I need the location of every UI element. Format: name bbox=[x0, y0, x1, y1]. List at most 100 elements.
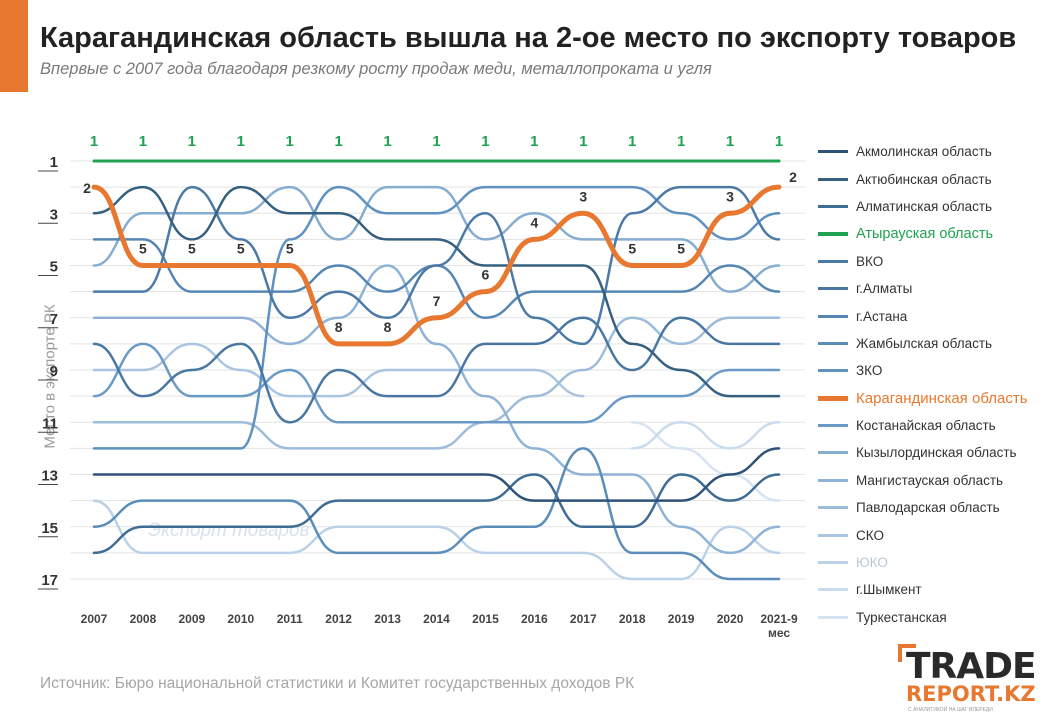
data-label: 4 bbox=[530, 214, 538, 230]
data-label: 1 bbox=[286, 133, 294, 150]
data-label: 5 bbox=[237, 241, 245, 257]
series-line bbox=[92, 185, 781, 293]
data-label: 5 bbox=[628, 241, 636, 257]
series-line bbox=[91, 184, 782, 347]
legend-item: ВКО bbox=[818, 248, 1040, 275]
legend-item: Туркестанская bbox=[818, 604, 1040, 631]
x-tick-label: 2014 bbox=[423, 612, 450, 626]
series-line bbox=[92, 473, 781, 555]
legend-label: Туркестанская bbox=[856, 609, 947, 625]
legend-item: ЗКО bbox=[818, 357, 1040, 384]
series-line bbox=[92, 342, 781, 424]
legend-swatch bbox=[818, 369, 848, 373]
logo-tagline: С АНАЛИТИКОЙ НА ШАГ ВПЕРЕДИ bbox=[908, 707, 993, 713]
legend-label: Атырауская область bbox=[856, 225, 994, 242]
legend-label: ВКО bbox=[856, 253, 884, 269]
series-line bbox=[92, 316, 781, 424]
legend-item: г.Алматы bbox=[818, 275, 1040, 302]
series-line bbox=[92, 185, 781, 346]
page-title: Карагандинская область вышла на 2-ое мес… bbox=[40, 22, 1017, 54]
data-label: 1 bbox=[237, 133, 245, 150]
watermark-text: Экспорт товаров bbox=[148, 520, 310, 541]
series-line bbox=[92, 316, 781, 450]
legend-swatch bbox=[818, 588, 848, 592]
data-label: 5 bbox=[139, 241, 147, 257]
data-label: 1 bbox=[383, 133, 391, 150]
x-tick-label: 2013 bbox=[374, 612, 401, 626]
data-label: 1 bbox=[628, 133, 636, 150]
y-tick-label: 3 bbox=[50, 206, 58, 223]
legend-label: Акмолинская область bbox=[856, 144, 992, 160]
legend-swatch bbox=[818, 615, 848, 619]
legend-label: Павлодарская область bbox=[856, 500, 1000, 516]
legend-label: Алматинская область bbox=[856, 198, 993, 214]
legend-swatch bbox=[818, 150, 848, 154]
x-tick-label: 2020 bbox=[717, 612, 744, 626]
data-label: 8 bbox=[335, 319, 343, 335]
y-tick-label: 5 bbox=[50, 259, 58, 276]
legend-swatch bbox=[818, 287, 848, 291]
legend-swatch bbox=[818, 314, 848, 318]
legend-label: Жамбылская область bbox=[856, 335, 993, 351]
legend-item: Акмолинская область bbox=[818, 138, 1040, 165]
legend-item: Павлодарская область bbox=[818, 494, 1040, 521]
data-label: 6 bbox=[482, 267, 490, 283]
chart-legend: Акмолинская область Актюбинская область Ал… bbox=[818, 138, 1040, 631]
page-subtitle: Впервые с 2007 года благодаря резкому ро… bbox=[40, 60, 712, 78]
legend-swatch bbox=[818, 341, 848, 345]
legend-swatch bbox=[818, 451, 848, 455]
legend-swatch bbox=[818, 395, 848, 401]
legend-item: Актюбинская область bbox=[818, 165, 1040, 192]
logo-word-trade: TRADE bbox=[906, 646, 1037, 687]
x-tick-label: 2008 bbox=[130, 612, 157, 626]
legend-label: г.Шымкент bbox=[856, 582, 922, 598]
legend-label: г.Астана bbox=[856, 308, 908, 324]
x-tick-label: 2009 bbox=[179, 612, 206, 626]
logo-corner-mark bbox=[898, 644, 916, 662]
series-line bbox=[92, 264, 781, 555]
legend-item: г.Астана bbox=[818, 302, 1040, 329]
legend-swatch bbox=[818, 533, 848, 537]
legend-item: г.Шымкент bbox=[818, 576, 1040, 603]
series-line bbox=[630, 421, 781, 450]
legend-swatch bbox=[818, 478, 848, 482]
legend-label: Карагандинская область bbox=[856, 389, 1028, 407]
x-tick-label: 2017 bbox=[570, 612, 597, 626]
data-label: 1 bbox=[481, 133, 489, 150]
data-label: 1 bbox=[139, 133, 147, 150]
data-label: 2 bbox=[789, 169, 797, 185]
y-tick-label: 1 bbox=[50, 154, 58, 171]
legend-label: Кызылординская область bbox=[856, 445, 1017, 461]
data-label: 1 bbox=[579, 133, 587, 150]
x-tick-label: 2015 bbox=[472, 612, 499, 626]
series-line bbox=[92, 499, 781, 581]
title-accent-bar bbox=[0, 0, 28, 92]
x-tick-label: 2007 bbox=[81, 612, 108, 626]
data-label: 2 bbox=[83, 180, 91, 196]
legend-swatch bbox=[818, 231, 848, 236]
data-label: 1 bbox=[188, 133, 196, 150]
series-line bbox=[92, 342, 585, 398]
legend-swatch bbox=[818, 259, 848, 263]
legend-swatch bbox=[818, 506, 848, 510]
source-note: Источник: Бюро национальной статистики и… bbox=[40, 675, 635, 692]
x-tick-label: 2021-9 мес bbox=[760, 612, 798, 640]
legend-item: СКО bbox=[818, 521, 1040, 548]
data-label: 1 bbox=[90, 133, 98, 150]
x-tick-label: 2019 bbox=[668, 612, 695, 626]
legend-item: Алматинская область bbox=[818, 193, 1040, 220]
x-tick-label: 2018 bbox=[619, 612, 646, 626]
series-line bbox=[92, 185, 781, 398]
legend-label: г.Алматы bbox=[856, 281, 913, 297]
y-tick-label: 9 bbox=[50, 363, 58, 380]
data-label: 8 bbox=[384, 319, 392, 335]
legend-item: Атырауская область bbox=[818, 220, 1040, 247]
data-label: 5 bbox=[677, 241, 685, 257]
data-label: 1 bbox=[334, 133, 342, 150]
data-label: 1 bbox=[530, 133, 538, 150]
legend-label: Мангистауская область bbox=[856, 472, 1004, 488]
legend-item: Мангистауская область bbox=[818, 467, 1040, 494]
y-tick-label: 11 bbox=[42, 415, 58, 432]
x-tick-label: 2016 bbox=[521, 612, 548, 626]
